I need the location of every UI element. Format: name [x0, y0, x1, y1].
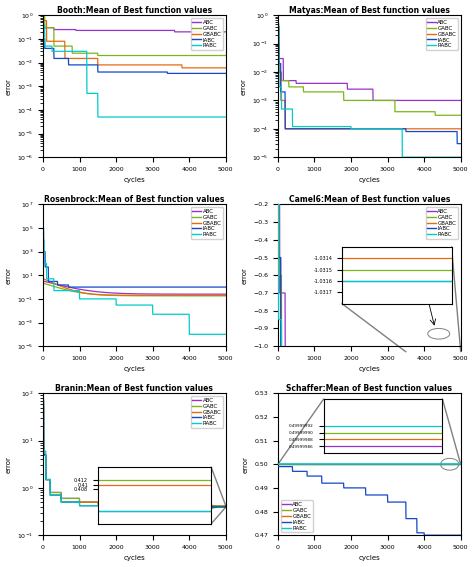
Y-axis label: error: error	[243, 456, 249, 473]
Bar	[153, 506, 226, 507]
Legend: ABC, GABC, GBABC, IABC, RABC: ABC, GABC, GBABC, IABC, RABC	[426, 207, 458, 239]
Legend: ABC, GABC, GBABC, IABC, RABC: ABC, GABC, GBABC, IABC, RABC	[281, 501, 313, 532]
Title: Schaffer:Mean of Best function values: Schaffer:Mean of Best function values	[286, 383, 452, 392]
Y-axis label: error: error	[242, 267, 247, 284]
Legend: ABC, GABC, GBABC, IABC, RABC: ABC, GABC, GBABC, IABC, RABC	[191, 207, 223, 239]
X-axis label: cycles: cycles	[358, 177, 380, 184]
X-axis label: cycles: cycles	[124, 177, 145, 184]
Title: Matyas:Mean of Best function values: Matyas:Mean of Best function values	[289, 6, 450, 15]
X-axis label: cycles: cycles	[358, 366, 380, 373]
Title: Rosenbrock:Mean of Best function values: Rosenbrock:Mean of Best function values	[44, 194, 225, 204]
Y-axis label: error: error	[240, 78, 246, 95]
X-axis label: cycles: cycles	[124, 556, 145, 561]
Legend: ABC, GABC, GBABC, IABC, RABC: ABC, GABC, GBABC, IABC, RABC	[191, 396, 223, 428]
Title: Camel6:Mean of Best function values: Camel6:Mean of Best function values	[289, 194, 450, 204]
Title: Branin:Mean of Best function values: Branin:Mean of Best function values	[55, 383, 213, 392]
X-axis label: cycles: cycles	[124, 366, 145, 373]
Y-axis label: error: error	[6, 267, 12, 284]
Title: Booth:Mean of Best function values: Booth:Mean of Best function values	[57, 6, 212, 15]
Legend: ABC, GABC, GBABC, IABC, RABC: ABC, GABC, GBABC, IABC, RABC	[191, 18, 223, 50]
Y-axis label: error: error	[6, 78, 11, 95]
Legend: ABC, GABC, GBABC, IABC, RABC: ABC, GABC, GBABC, IABC, RABC	[426, 18, 458, 50]
Y-axis label: error: error	[6, 456, 12, 473]
X-axis label: cycles: cycles	[358, 556, 380, 561]
